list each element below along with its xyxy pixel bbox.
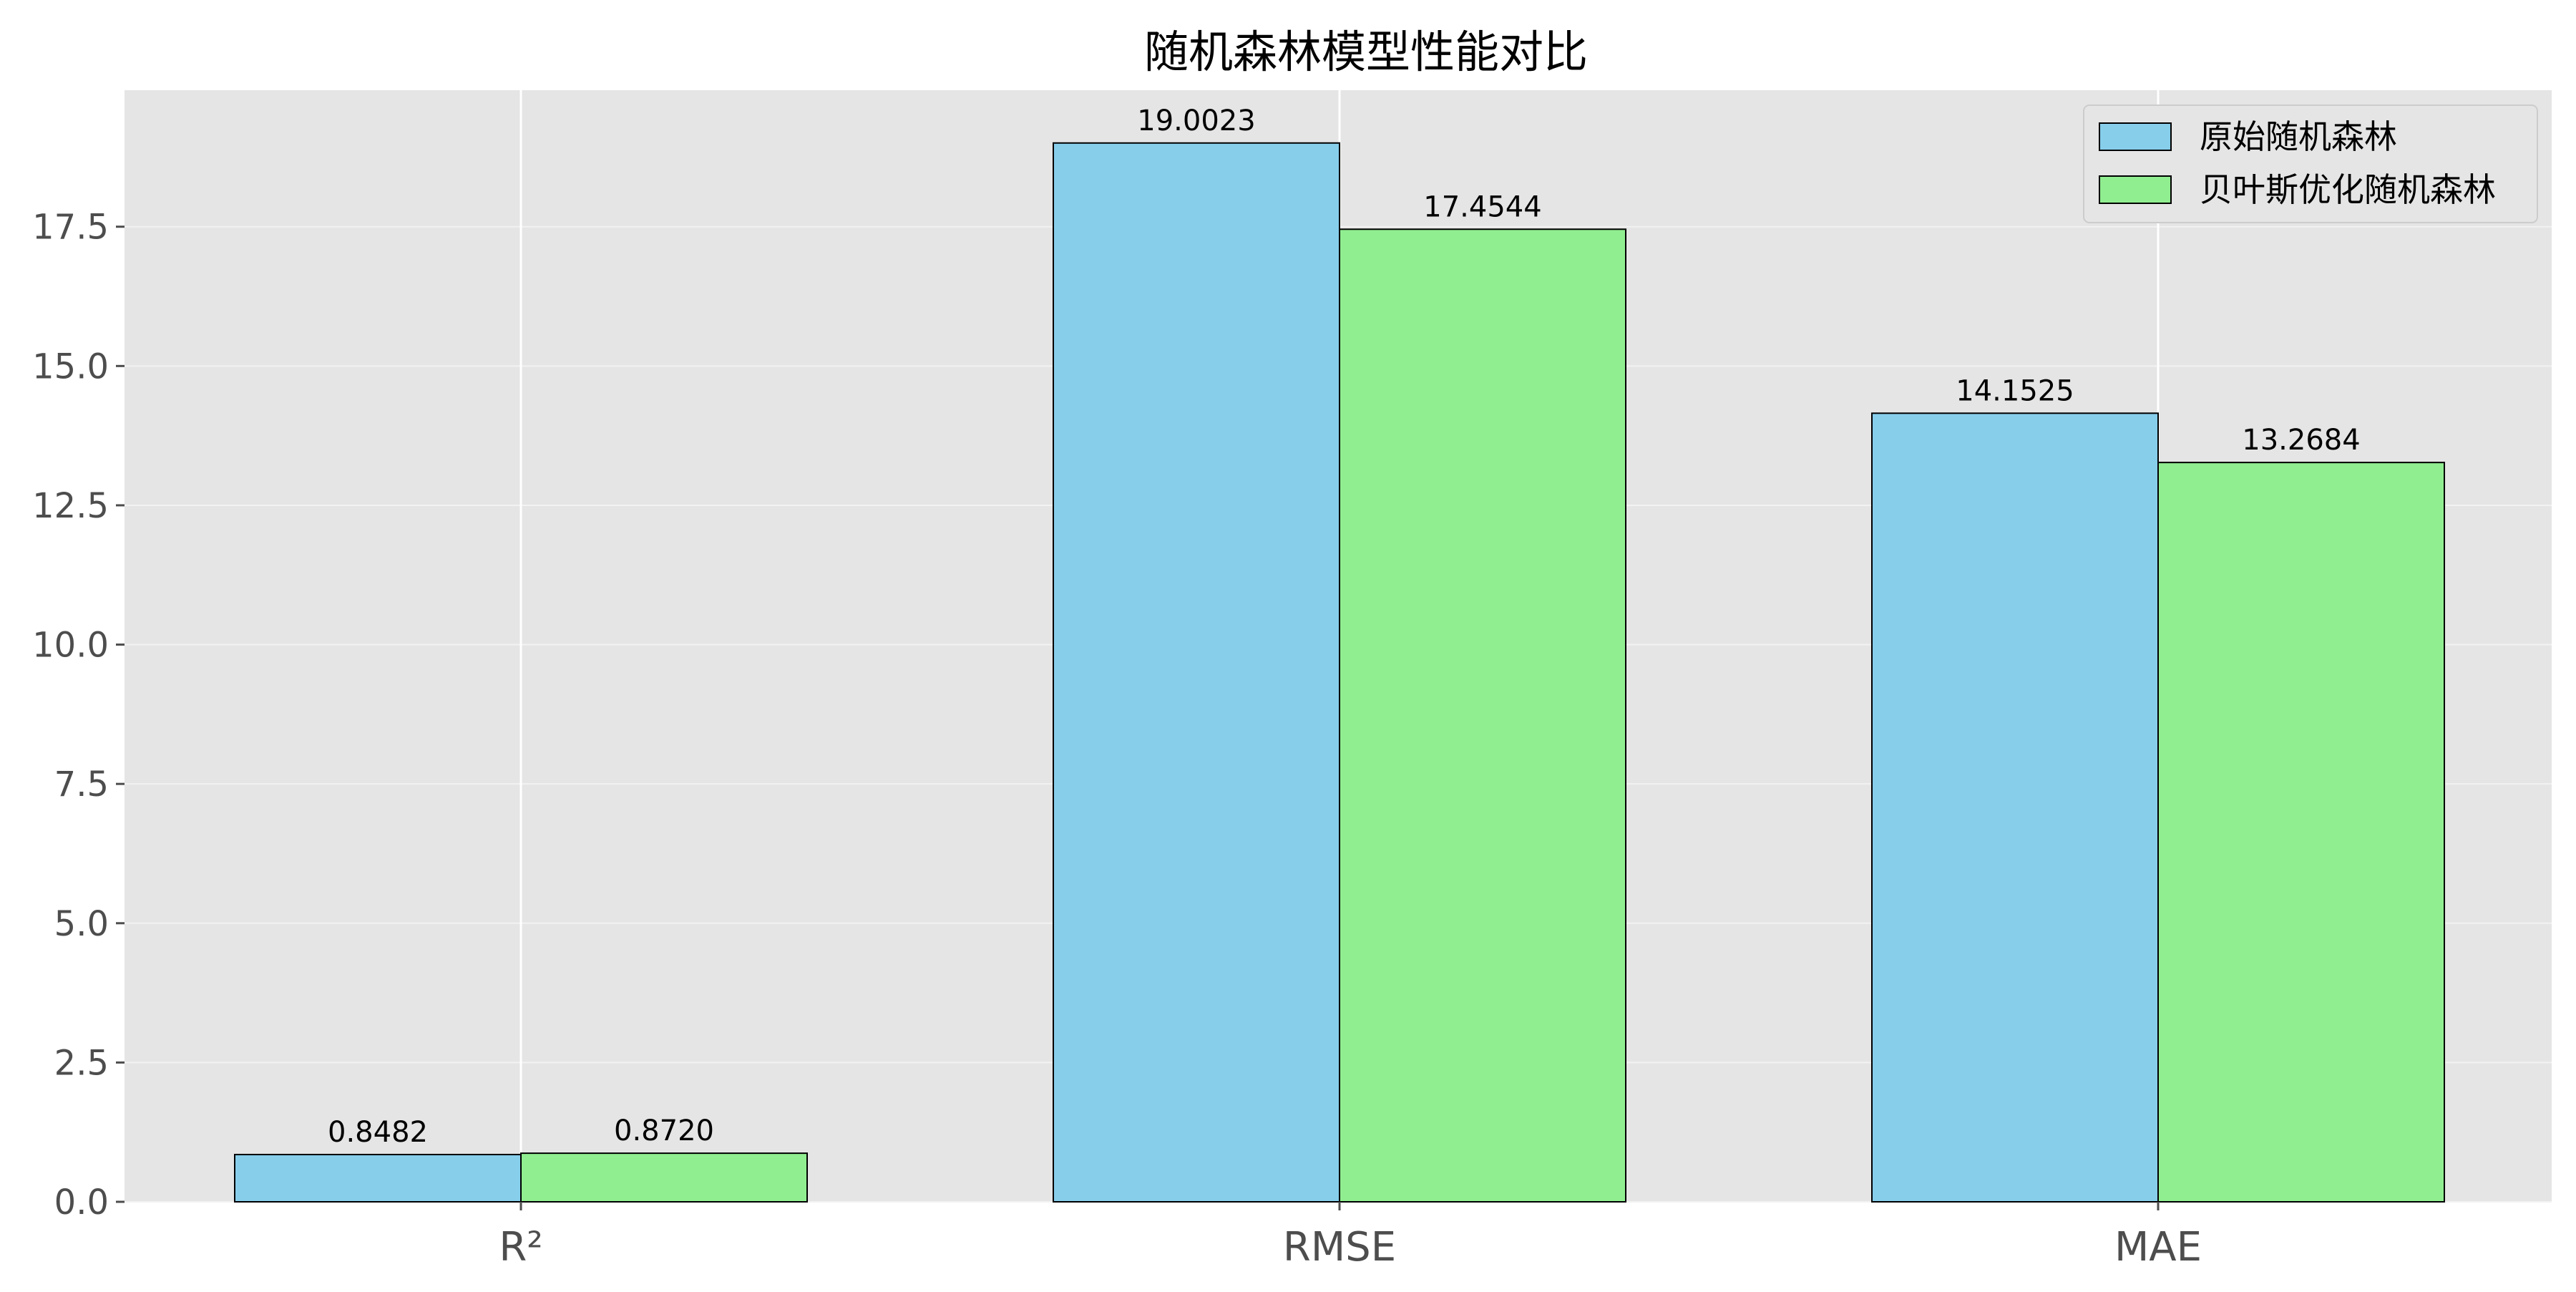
bar-original-rf — [1871, 412, 2159, 1203]
bar-value-label: 0.8482 — [328, 1116, 428, 1149]
legend-swatch-original — [2099, 122, 2172, 151]
axes: 0.0 2.5 5.0 7.5 10.0 12.5 15.0 17.5 R² RMSE MAE — [32, 208, 2202, 1271]
data-labels: 0.8482 19.0023 14.1525 0.8720 17.4544 13.2684 — [328, 105, 2361, 1149]
x-category-label: RMSE — [1283, 1224, 1396, 1271]
bars — [234, 142, 2445, 1203]
bar-original-rf — [234, 1153, 522, 1203]
bar-value-label: 0.8720 — [614, 1114, 714, 1147]
bar-value-label: 19.0023 — [1137, 105, 1255, 137]
y-tick-label: 5.0 — [54, 904, 109, 944]
bar-value-label: 17.4544 — [1423, 190, 1541, 223]
legend-swatch-bayes — [2099, 175, 2172, 204]
bar-bayes-rf — [520, 1152, 808, 1203]
y-tick-label: 2.5 — [54, 1043, 109, 1083]
bar-original-rf — [1053, 142, 1340, 1203]
legend-label-original: 原始随机森林 — [2200, 117, 2397, 156]
y-tick-label: 17.5 — [32, 208, 109, 248]
y-tick-label: 0.0 — [54, 1182, 109, 1223]
bar-bayes-rf — [2157, 462, 2445, 1203]
y-tick-label: 12.5 — [32, 486, 109, 526]
x-category-label: MAE — [2114, 1224, 2202, 1271]
x-category-label: R² — [499, 1224, 542, 1271]
legend: 原始随机森林 贝叶斯优化随机森林 — [2083, 105, 2538, 223]
chart-title: 随机森林模型性能对比 — [1144, 26, 1588, 78]
legend-box — [2083, 105, 2538, 223]
y-tick-label: 7.5 — [54, 764, 109, 805]
bar-value-label: 14.1525 — [1956, 374, 2074, 407]
legend-label-bayes: 贝叶斯优化随机森林 — [2200, 170, 2496, 209]
bar-value-label: 13.2684 — [2242, 424, 2360, 457]
bar-bayes-rf — [1339, 228, 1626, 1203]
y-tick-label: 10.0 — [32, 626, 109, 666]
y-tick-label: 15.0 — [32, 346, 109, 387]
